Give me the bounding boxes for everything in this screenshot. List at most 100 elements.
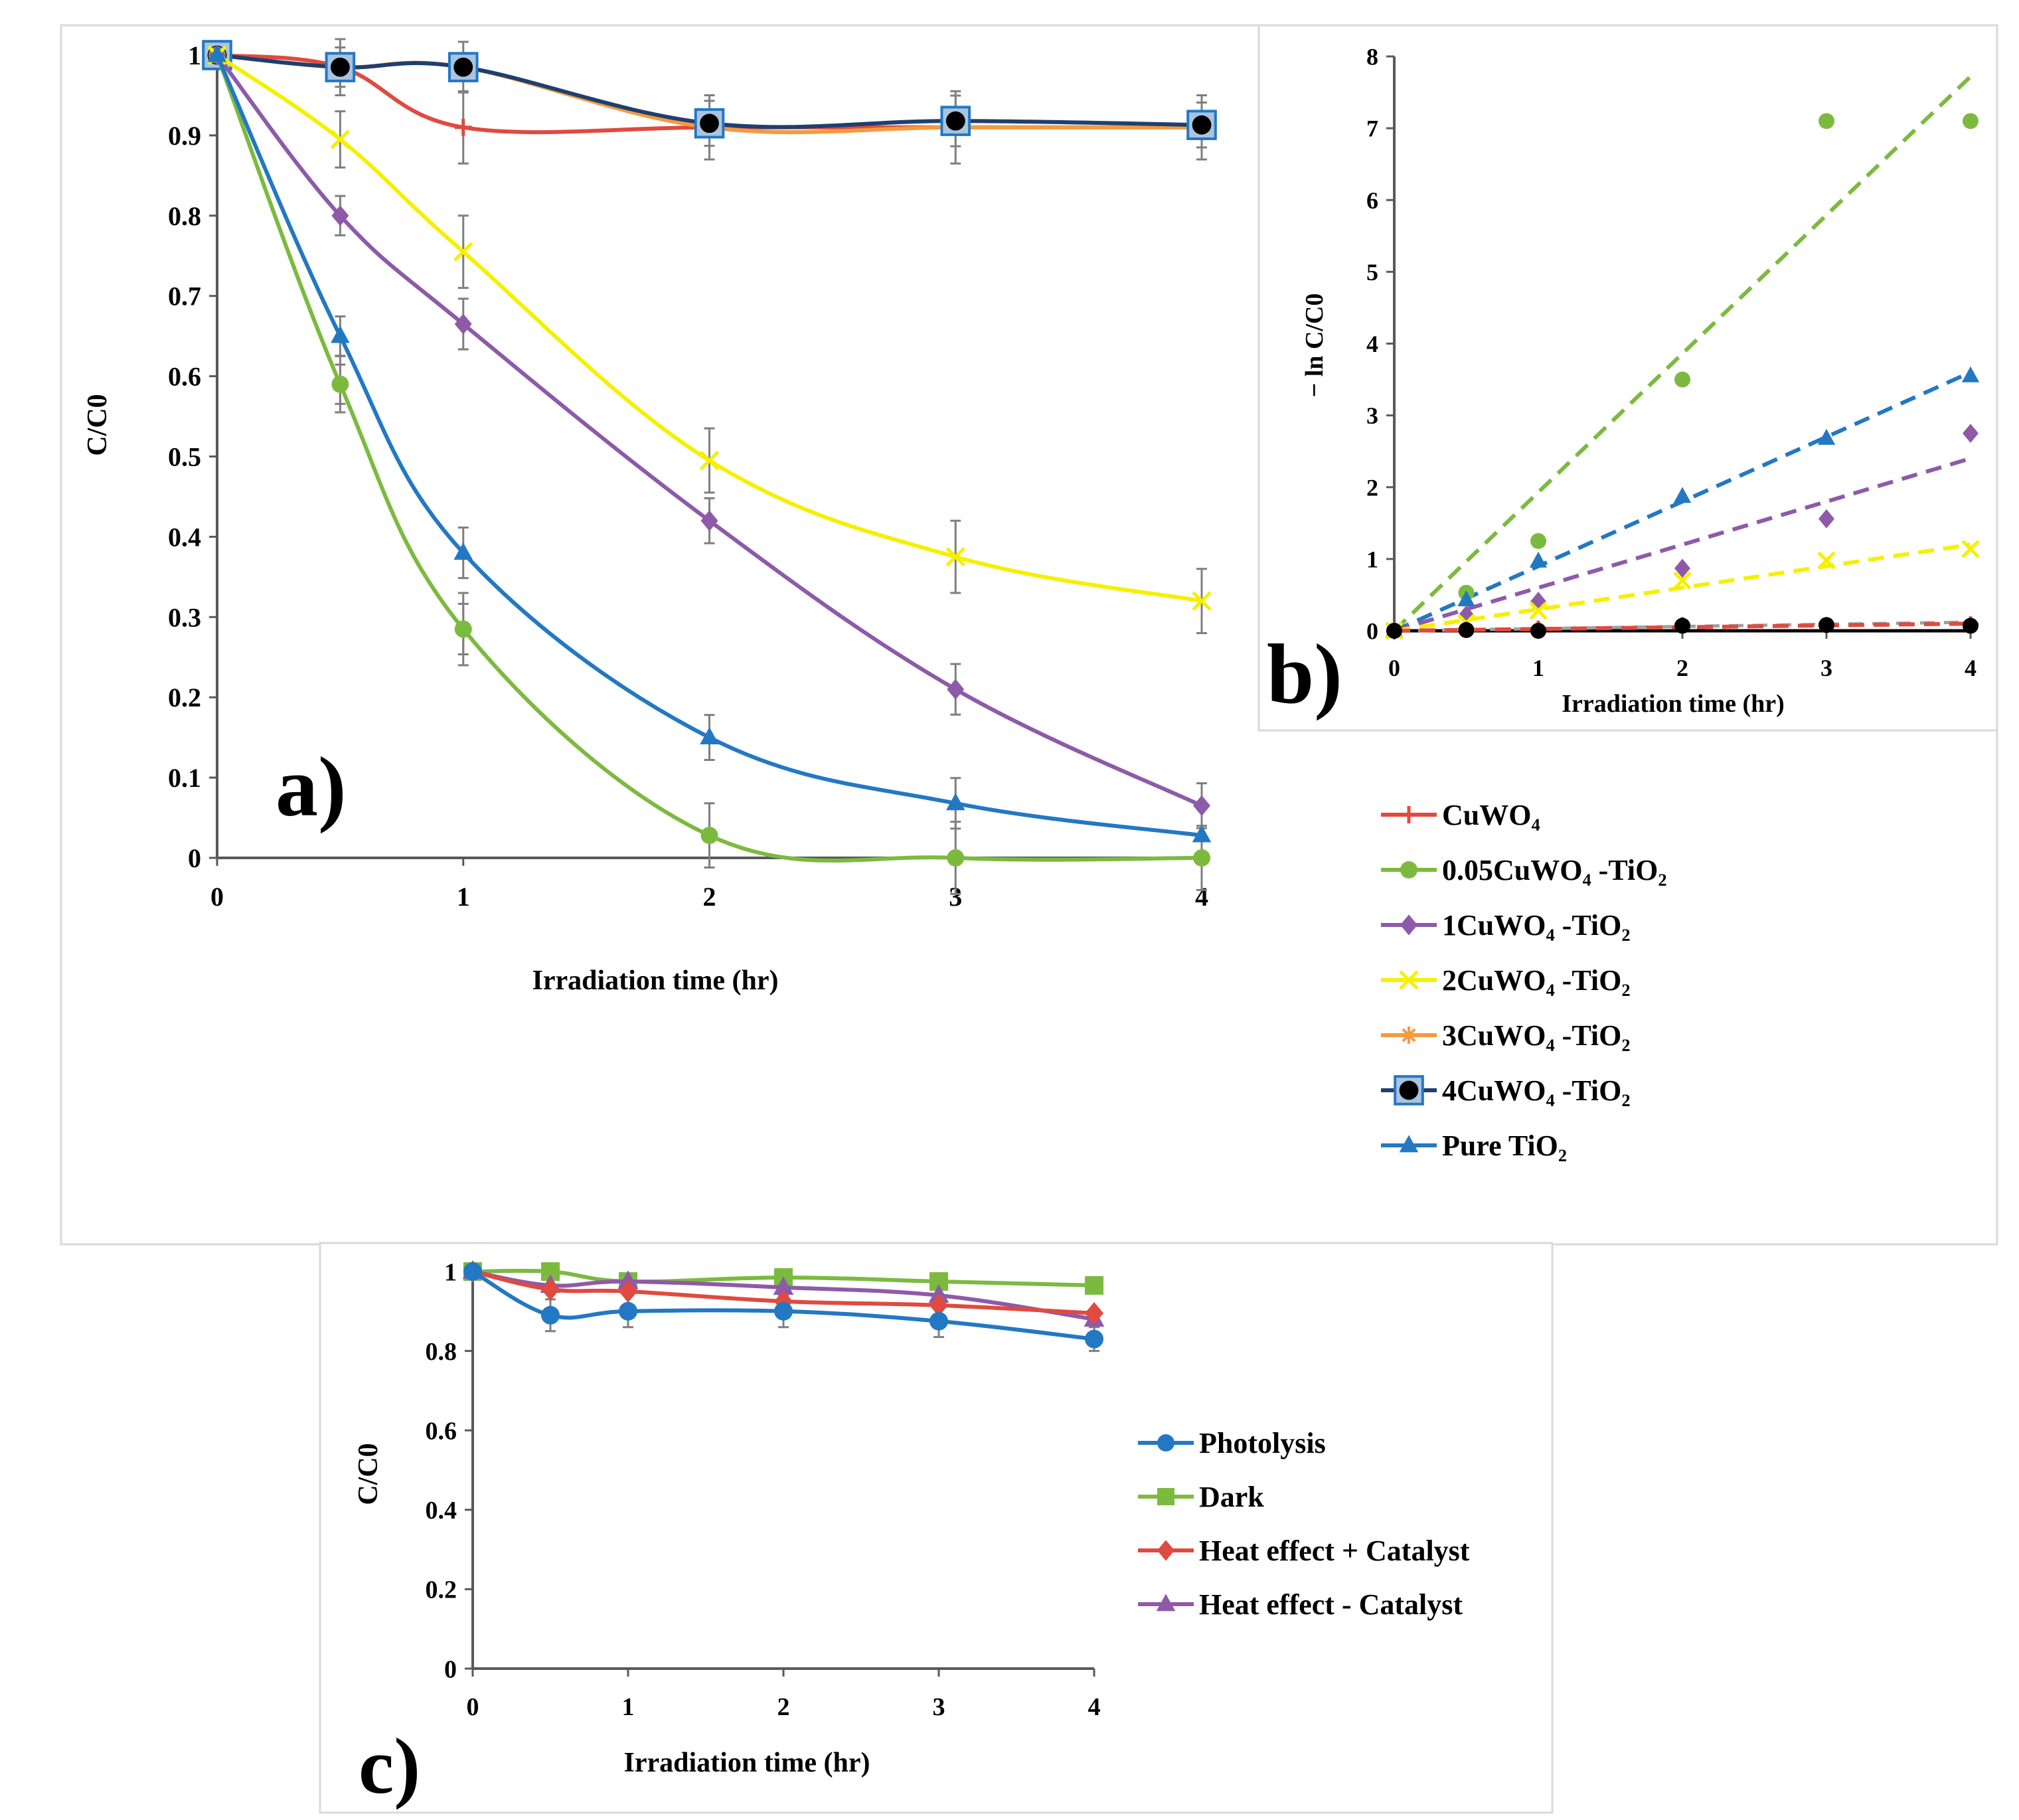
chart-b: 0 1 2 3 4 5 6 7 8 0 1 2 3 4 Irradiation time (hr) − ln … bbox=[1267, 44, 1980, 721]
y-tick-label: 7 bbox=[1366, 116, 1378, 142]
data-point-pure-tio bbox=[700, 727, 719, 745]
data-point-pure-tio-shape bbox=[1961, 366, 1980, 382]
data-point-pure-tio-shape bbox=[1817, 428, 1836, 445]
legend-label: Heat effect + Catalyst bbox=[1199, 1534, 1470, 1567]
y-tick-label: 0.2 bbox=[168, 683, 201, 712]
legend-marker-shape bbox=[1399, 970, 1419, 990]
series-line-pure-tio bbox=[215, 54, 1202, 838]
legend-item-photolysis: Photolysis bbox=[1138, 1427, 1326, 1459]
legend-c: Photolysis Dark Heat effect + Catalyst Heat… bbox=[1138, 1427, 1470, 1621]
legend-marker-shape bbox=[1156, 1594, 1176, 1612]
data-point-0-05cuwo-tio-shape bbox=[947, 849, 965, 867]
data-point-heat-effect-catalyst bbox=[928, 1284, 949, 1303]
legend-main: CuWO₄ 0.05CuWO₄ -TiO₂ 1CuWO₄ -TiO₂ 2CuWO₄ -… bbox=[1381, 799, 1667, 1162]
y-tick-label: 5 bbox=[1366, 259, 1378, 286]
data-point-2cuwo-tio bbox=[945, 546, 966, 567]
data-point-0-05cuwo-tio bbox=[454, 620, 472, 638]
y-tick-label: 6 bbox=[1366, 187, 1378, 214]
data-point-4cuwo-tio-shape bbox=[1458, 621, 1475, 638]
panel-label: c) bbox=[359, 1722, 420, 1810]
data-point-1cuwo-tio bbox=[1818, 509, 1834, 529]
data-point-4cuwo-tio bbox=[694, 108, 725, 139]
data-point-2cuwo-tio-shape bbox=[330, 129, 351, 149]
x-tick-label: 0 bbox=[1388, 655, 1400, 681]
data-point-0-05cuwo-tio bbox=[700, 827, 718, 845]
data-point-2cuwo-tio bbox=[699, 450, 720, 471]
data-point-4cuwo-tio-dot bbox=[330, 57, 350, 77]
data-point-4cuwo-tio-shape bbox=[1674, 618, 1690, 634]
data-point-1cuwo-tio bbox=[947, 679, 965, 700]
data-point-4cuwo-tio bbox=[1674, 618, 1690, 634]
data-point-1cuwo-tio-shape bbox=[1818, 509, 1834, 529]
legend-label: 0.05CuWO₄ -TiO₂ bbox=[1442, 854, 1667, 886]
y-tick-label: 0 bbox=[1366, 618, 1378, 645]
data-point-pure-tio bbox=[1192, 825, 1212, 843]
data-point-1cuwo-tio bbox=[1674, 558, 1690, 578]
data-point-heat-effect-catalyst-shape bbox=[1085, 1301, 1103, 1325]
data-point-pure-tio bbox=[945, 793, 965, 811]
data-point-2cuwo-tio-shape bbox=[1817, 551, 1836, 570]
data-point-0-05cuwo-tio-shape bbox=[331, 375, 349, 393]
data-point-0-05cuwo-tio-shape bbox=[700, 827, 718, 845]
data-point-photolysis bbox=[929, 1311, 948, 1331]
legend-marker bbox=[1157, 1540, 1174, 1561]
y-tick-label: 3 bbox=[1366, 402, 1378, 429]
y-tick-label: 2 bbox=[1366, 474, 1378, 501]
legend-marker-shape bbox=[1157, 1488, 1174, 1505]
data-point-dark bbox=[1085, 1276, 1103, 1295]
data-point-0-05cuwo-tio bbox=[1963, 113, 1979, 129]
y-tick-label: 0 bbox=[444, 1655, 457, 1683]
data-point-4cuwo-tio-dot bbox=[945, 111, 965, 131]
data-point-pure-tio-shape bbox=[1457, 590, 1475, 607]
chart-c: 0 0.2 0.4 0.6 0.8 1 0 1 2 3 4 Irradiation time (hr)… bbox=[353, 1258, 1105, 1810]
data-point-4cuwo-tio bbox=[1818, 617, 1834, 633]
legend-item-3cuwo-tio: 3CuWO₄ -TiO₂ bbox=[1381, 1019, 1631, 1052]
data-point-4cuwo-tio bbox=[1458, 621, 1475, 638]
data-point-2cuwo-tio-shape bbox=[1673, 571, 1692, 590]
legend-marker bbox=[1399, 970, 1419, 990]
data-point-4cuwo-tio-dot bbox=[1192, 115, 1212, 135]
data-point-0-05cuwo-tio-shape bbox=[454, 620, 472, 638]
legend-label: 2CuWO₄ -TiO₂ bbox=[1442, 964, 1631, 997]
data-point-1cuwo-tio-shape bbox=[1963, 424, 1979, 444]
legend-label: Dark bbox=[1199, 1481, 1264, 1513]
y-tick-label: 0.1 bbox=[168, 763, 201, 793]
data-point-1cuwo-tio-shape bbox=[331, 205, 349, 226]
data-point-2cuwo-tio bbox=[1529, 601, 1548, 620]
data-point-4cuwo-tio-dot bbox=[453, 57, 473, 77]
x-tick-label: 1 bbox=[1532, 655, 1544, 681]
data-point-cuwo-shape bbox=[454, 118, 472, 136]
legend-marker-shape bbox=[1399, 1135, 1419, 1153]
data-point-4cuwo-tio bbox=[1386, 623, 1402, 639]
y-tick-label: 0.5 bbox=[168, 442, 201, 472]
data-point-pure-tio-shape bbox=[700, 727, 719, 745]
data-point-pure-tio-shape bbox=[207, 44, 227, 62]
data-point-pure-tio bbox=[1529, 551, 1548, 568]
y-tick-label: 1 bbox=[188, 41, 201, 70]
legend-label: Photolysis bbox=[1199, 1427, 1326, 1459]
y-tick-label: 0.2 bbox=[426, 1576, 457, 1604]
data-point-heat-effect-catalyst bbox=[619, 1280, 637, 1303]
data-point-4cuwo-tio bbox=[1186, 110, 1217, 140]
data-point-heat-effect-catalyst bbox=[541, 1278, 560, 1301]
data-point-heat-effect-catalyst-shape bbox=[619, 1280, 637, 1303]
data-point-heat-effect-catalyst bbox=[929, 1294, 948, 1317]
data-point-2cuwo-tio-shape bbox=[1192, 591, 1212, 611]
data-point-heat-effect-catalyst bbox=[1085, 1301, 1103, 1325]
data-point-0-05cuwo-tio bbox=[1818, 113, 1834, 129]
legend-marker bbox=[1400, 1027, 1417, 1044]
data-point-4cuwo-tio bbox=[940, 106, 971, 136]
data-point-pure-tio-shape bbox=[331, 325, 350, 343]
data-point-photolysis bbox=[463, 1262, 482, 1281]
y-tick-label: 4 bbox=[1366, 331, 1378, 357]
data-point-0-05cuwo-tio-shape bbox=[1193, 849, 1210, 867]
y-axis-title: C/C0 bbox=[82, 394, 113, 455]
data-point-heat-effect-catalyst-shape bbox=[929, 1294, 948, 1317]
legend-label: 3CuWO₄ -TiO₂ bbox=[1442, 1019, 1631, 1052]
x-tick-label: 2 bbox=[777, 1693, 790, 1721]
data-point-0-05cuwo-tio bbox=[1674, 371, 1690, 388]
y-tick-label: 0.4 bbox=[168, 522, 201, 552]
data-point-pure-tio-shape bbox=[945, 793, 965, 811]
y-tick-label: 0.8 bbox=[426, 1338, 457, 1366]
